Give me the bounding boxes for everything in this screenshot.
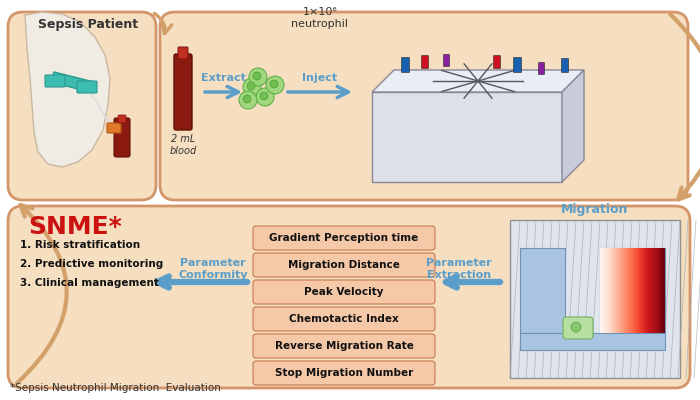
FancyBboxPatch shape xyxy=(160,12,688,200)
FancyBboxPatch shape xyxy=(107,123,121,133)
Polygon shape xyxy=(50,72,94,92)
FancyBboxPatch shape xyxy=(494,56,500,68)
FancyBboxPatch shape xyxy=(174,54,192,130)
Text: 1×10⁶
neutrophil: 1×10⁶ neutrophil xyxy=(291,7,349,29)
Text: Reverse Migration Rate: Reverse Migration Rate xyxy=(274,341,414,351)
FancyBboxPatch shape xyxy=(114,118,130,157)
FancyBboxPatch shape xyxy=(402,58,409,72)
Text: Peak Velocity: Peak Velocity xyxy=(304,287,384,297)
FancyBboxPatch shape xyxy=(253,280,435,304)
Circle shape xyxy=(260,92,268,100)
Circle shape xyxy=(247,82,255,90)
Text: Sepsis Patient: Sepsis Patient xyxy=(38,18,138,31)
Text: Migration: Migration xyxy=(561,203,629,216)
Text: 2 mL
blood: 2 mL blood xyxy=(169,134,197,156)
Circle shape xyxy=(253,72,261,80)
Polygon shape xyxy=(25,12,110,167)
Text: Extract: Extract xyxy=(201,73,246,83)
FancyBboxPatch shape xyxy=(8,12,156,200)
Text: Inject: Inject xyxy=(302,73,337,83)
Circle shape xyxy=(239,91,257,109)
FancyBboxPatch shape xyxy=(253,226,435,250)
Text: *Sepsis Neutrophil Migration  Evaluation: *Sepsis Neutrophil Migration Evaluation xyxy=(10,383,221,393)
Text: Migration Distance: Migration Distance xyxy=(288,260,400,270)
FancyBboxPatch shape xyxy=(8,206,690,388)
Text: Parameter
Conformity: Parameter Conformity xyxy=(178,258,248,280)
FancyBboxPatch shape xyxy=(178,47,188,59)
FancyBboxPatch shape xyxy=(253,307,435,331)
FancyBboxPatch shape xyxy=(253,361,435,385)
Text: 2. Predictive monitoring: 2. Predictive monitoring xyxy=(20,259,163,269)
Text: 3. Clinical management: 3. Clinical management xyxy=(20,278,159,288)
FancyBboxPatch shape xyxy=(77,81,97,93)
Circle shape xyxy=(249,68,267,86)
Bar xyxy=(520,333,665,350)
Circle shape xyxy=(256,88,274,106)
Circle shape xyxy=(243,78,261,96)
Polygon shape xyxy=(372,92,562,182)
FancyBboxPatch shape xyxy=(118,115,126,123)
Text: Chemotactic Index: Chemotactic Index xyxy=(289,314,399,324)
FancyBboxPatch shape xyxy=(421,56,428,68)
FancyBboxPatch shape xyxy=(253,253,435,277)
FancyBboxPatch shape xyxy=(561,58,568,72)
Text: SNME*: SNME* xyxy=(28,215,122,239)
FancyBboxPatch shape xyxy=(514,58,522,72)
FancyBboxPatch shape xyxy=(253,334,435,358)
Circle shape xyxy=(270,80,278,88)
Bar xyxy=(510,220,680,378)
Text: Gradient Perception time: Gradient Perception time xyxy=(270,233,419,243)
Text: Parameter
Extraction: Parameter Extraction xyxy=(426,258,492,280)
Circle shape xyxy=(243,95,251,103)
Polygon shape xyxy=(372,70,584,92)
Circle shape xyxy=(571,322,581,332)
Polygon shape xyxy=(562,70,584,182)
Circle shape xyxy=(266,76,284,94)
FancyBboxPatch shape xyxy=(45,75,65,87)
Bar xyxy=(600,248,665,333)
Text: 1. Risk stratification: 1. Risk stratification xyxy=(20,240,140,250)
FancyBboxPatch shape xyxy=(538,62,545,74)
Text: Stop Migration Number: Stop Migration Number xyxy=(275,368,413,378)
Bar xyxy=(520,248,565,333)
FancyBboxPatch shape xyxy=(563,317,593,339)
FancyBboxPatch shape xyxy=(444,54,449,66)
